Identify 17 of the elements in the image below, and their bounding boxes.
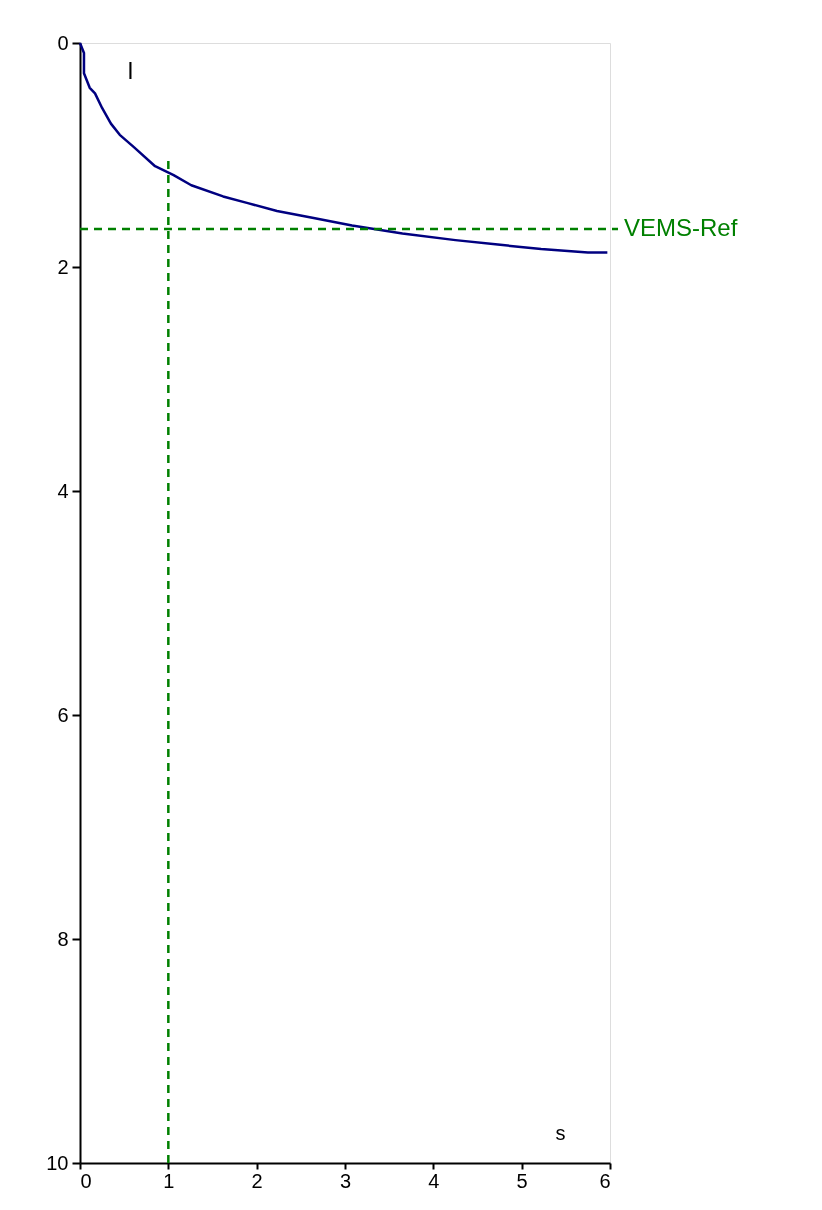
- ref-line-label: VEMS-Ref: [624, 213, 738, 241]
- y-tick-label: 10: [46, 1151, 69, 1174]
- x-tick-label: 6: [599, 1169, 611, 1192]
- y-tick-label: 0: [57, 31, 69, 54]
- line-series: [78, 41, 609, 254]
- y-tick-label: 4: [57, 479, 69, 502]
- x-tick-label: 0: [80, 1169, 92, 1192]
- x-tick-label: 2: [251, 1169, 263, 1192]
- y-axis-title: l: [127, 56, 134, 84]
- x-tick-label: 4: [428, 1169, 440, 1192]
- y-tick-label: 6: [57, 703, 69, 726]
- x-tick-label: 1: [163, 1169, 175, 1192]
- x-tick-label: 5: [516, 1169, 528, 1192]
- x-axis-title: s: [555, 1121, 566, 1144]
- y-tick-label: 8: [57, 927, 69, 950]
- y-tick-label: 2: [57, 255, 69, 278]
- x-tick-label: 3: [339, 1169, 352, 1192]
